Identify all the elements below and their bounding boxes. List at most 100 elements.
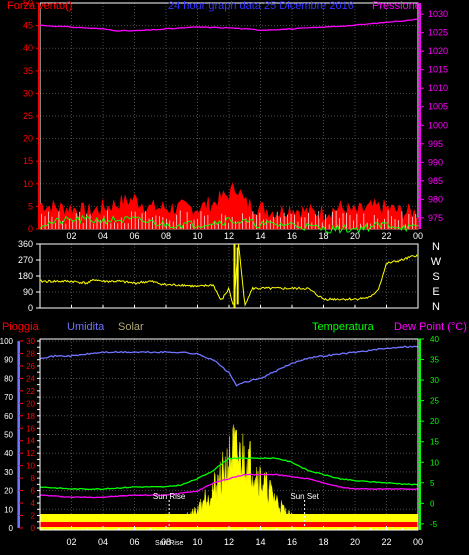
compass-label: N: [432, 301, 440, 313]
wind-x-tick-label: 02: [66, 231, 76, 241]
temp-y-tick-label: 35: [430, 356, 439, 365]
wind-x-tick-label: 10: [192, 231, 202, 241]
temp-right-axis: -5 0 5 10 15 20 25 30 35 40: [418, 335, 439, 530]
dir-series: [39, 244, 418, 308]
temp-y-tick-label: 15: [430, 438, 439, 447]
pressure-right-axis: 975 980 985 990 995 1000 1005 1010 1015 1020 1025 1…: [418, 3, 448, 229]
humidity-y-tick-label: 8: [31, 474, 36, 483]
wind-direction-series: [39, 244, 418, 307]
pressure-y-tick-label: 1030: [428, 9, 448, 19]
lower-x-tick-label: 08: [161, 537, 171, 547]
lower-x-tick-label: 14: [255, 537, 265, 547]
compass-label: E: [432, 286, 439, 298]
pressure-y-tick-label: 1020: [428, 46, 448, 56]
humidity-y-tick-label: 24: [26, 374, 35, 383]
lower-x-tick-label: 22: [381, 537, 391, 547]
lower-x-tick-label: 18: [318, 537, 328, 547]
rain-y-tick-label: 20: [4, 487, 13, 496]
humidity-y-tick-label: 18: [26, 412, 35, 421]
pressure-y-tick-label: 975: [428, 213, 443, 223]
pressure-y-tick-label: 1010: [428, 83, 448, 93]
wind-x-tick-label: 08: [161, 231, 171, 241]
sun-markers: Sun Rise Sun Set: [153, 492, 320, 528]
wind-x-tick-label: 22: [381, 231, 391, 241]
humidity-y-tick-label: 22: [26, 387, 35, 396]
rain-y-tick-label: 80: [4, 374, 13, 383]
pressure-y-tick-label: 985: [428, 176, 443, 186]
wind-series: [39, 18, 419, 234]
dir-y-tick-label: 90: [23, 287, 33, 297]
lower-x-axis: 02 04 06 08 10 12 14 16 18 20 22 00 Sun Rise: [55, 526, 423, 547]
temp-y-tick-label: 30: [430, 376, 439, 385]
compass-label: W: [431, 256, 442, 268]
rain-y-tick-label: 10: [4, 505, 13, 514]
dir-left-axis: 0 90 180 270 360: [18, 239, 40, 313]
wind-y-tick-label: 30: [23, 88, 33, 98]
humidity-y-tick-label: 28: [26, 349, 35, 358]
dir-y-tick-label: 270: [18, 255, 33, 265]
wind-y-tick-label: 0: [28, 224, 33, 234]
rain-axis-title: Pioggia: [2, 321, 40, 333]
lower-x-tick-label: 16: [287, 537, 297, 547]
pressure-y-tick-label: 1000: [428, 120, 448, 130]
rain-series: [40, 522, 418, 527]
humidity-y-tick-label: 2: [31, 512, 36, 521]
pressure-y-tick-label: 1005: [428, 102, 448, 112]
humidity-y-tick-label: 12: [26, 449, 35, 458]
lower-x-tick-label: 04: [98, 537, 108, 547]
rain-y-tick-label: 70: [4, 393, 13, 402]
temp-y-tick-label: 5: [430, 479, 435, 488]
humidity-axis-title: Umidita: [67, 321, 105, 333]
sunrise-tick-label: Sun Rise: [155, 540, 184, 547]
wind-y-tick-label: 5: [28, 201, 33, 211]
wind-y-tick-label: 40: [23, 43, 33, 53]
rain-y-tick-label: 40: [4, 449, 13, 458]
pressure-y-tick-label: 1015: [428, 65, 448, 75]
pressure-y-tick-label: 1025: [428, 28, 448, 38]
lower-x-tick-label: 12: [224, 537, 234, 547]
wind-axis-title: Forza vento(): [7, 0, 72, 12]
dewpoint-axis-title: Dew Point (°C): [394, 321, 467, 333]
dir-y-tick-label: 360: [18, 239, 33, 249]
wind-left-axis: 0 5 10 15 20 25 30 35 40 45 50: [23, 0, 40, 234]
humidity-y-tick-label: 14: [26, 437, 35, 446]
pressure-series: [40, 18, 419, 32]
rain-y-tick-label: 60: [4, 412, 13, 421]
sunset-label: Sun Set: [290, 492, 319, 501]
chart-title: 24 hour graph data 25 Dicembre 2016: [168, 0, 354, 12]
rain-y-tick-label: 30: [4, 468, 13, 477]
humidity-y-tick-label: 20: [26, 399, 35, 408]
wind-x-tick-label: 14: [255, 231, 265, 241]
rain-y-tick-label: 100: [0, 337, 14, 346]
temp-y-tick-label: 40: [430, 335, 439, 344]
pressure-y-tick-label: 995: [428, 139, 443, 149]
humidity-y-tick-label: 10: [26, 462, 35, 471]
dir-y-tick-label: 180: [18, 271, 33, 281]
wind-y-tick-label: 50: [23, 0, 33, 8]
dewpoint-series: [39, 473, 419, 499]
lower-x-tick-label: 02: [66, 537, 76, 547]
lower-x-tick-label: 06: [129, 537, 139, 547]
wind-x-tick-label: 06: [129, 231, 139, 241]
rain-y-tick-label: 50: [4, 431, 13, 440]
humidity-series: [39, 345, 419, 387]
temp-y-tick-label: -5: [430, 520, 438, 529]
wind-x-tick-label: 00: [413, 231, 423, 241]
wind-y-tick-label: 15: [23, 156, 33, 166]
wind-y-tick-label: 45: [23, 21, 33, 31]
pressure-y-tick-label: 980: [428, 194, 443, 204]
dir-y-tick-label: 0: [28, 303, 33, 313]
temp-y-tick-label: 0: [430, 499, 435, 508]
wind-x-tick-label: 20: [350, 231, 360, 241]
wind-average-series: [39, 214, 419, 234]
temperature-series: [39, 457, 419, 491]
lower-x-tick-label: 00: [413, 537, 423, 547]
pressure-axis-title: Pressione: [372, 0, 421, 12]
wind-y-tick-label: 20: [23, 134, 33, 144]
rain-y-tick-label: 0: [9, 524, 14, 533]
